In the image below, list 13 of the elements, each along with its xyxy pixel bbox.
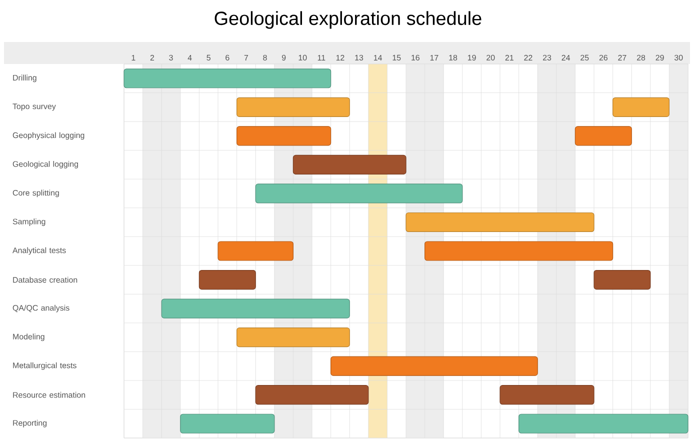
bar	[236, 97, 350, 117]
bar	[236, 328, 350, 348]
bar	[574, 126, 632, 146]
bar	[255, 184, 463, 204]
bar	[500, 385, 594, 405]
bar	[161, 298, 350, 318]
bar	[124, 68, 332, 88]
chart-title: Geological exploration schedule	[214, 11, 482, 29]
bar	[612, 97, 670, 117]
bar	[424, 241, 614, 261]
bar	[180, 414, 275, 434]
bar	[594, 270, 651, 290]
bar	[406, 212, 594, 232]
